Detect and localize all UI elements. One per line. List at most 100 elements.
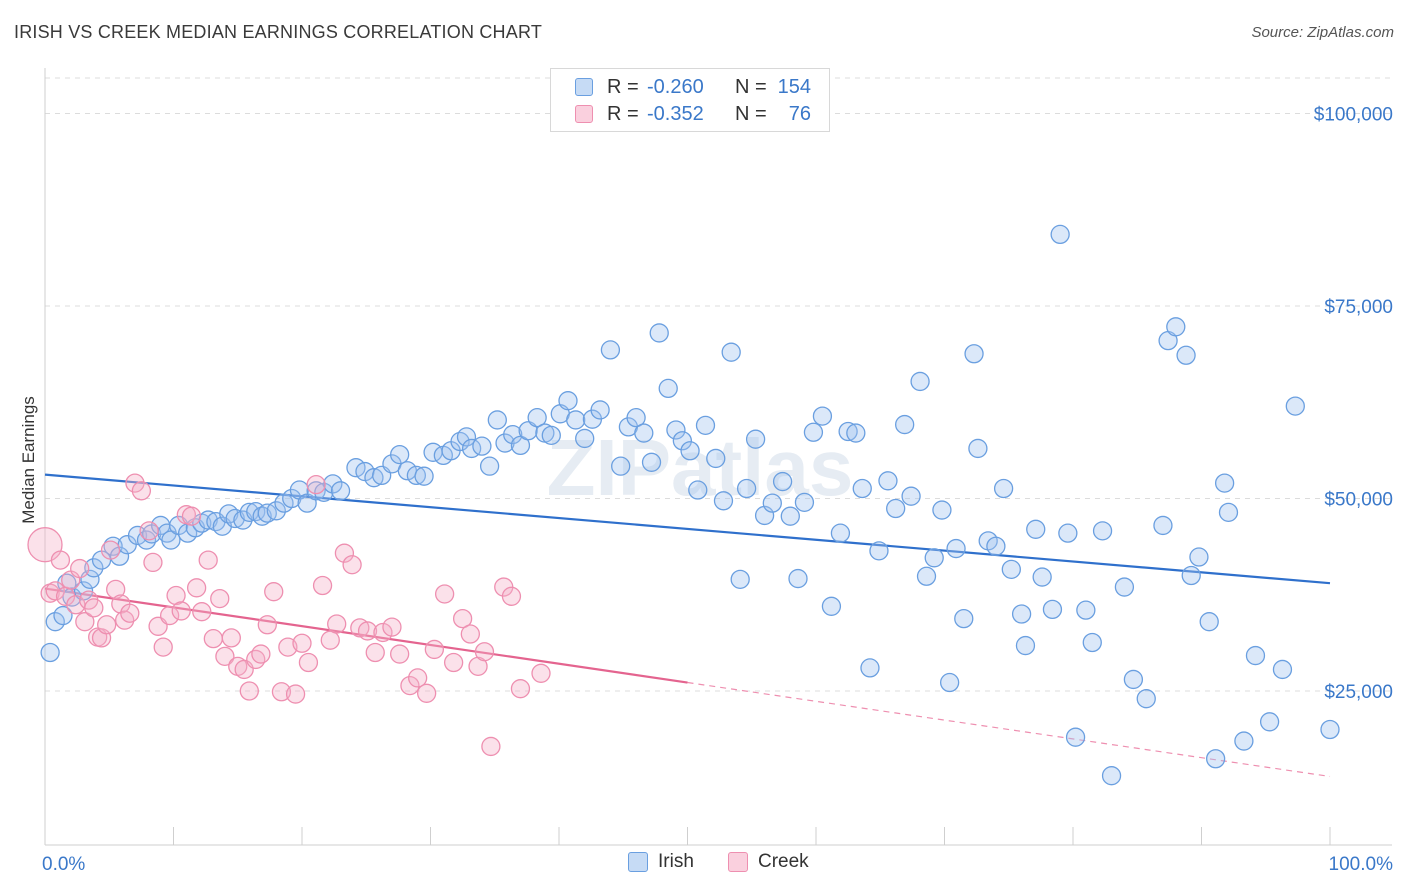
creek-point bbox=[203, 628, 223, 649]
creek-point bbox=[501, 586, 522, 606]
irish-point bbox=[479, 456, 500, 476]
creek-point bbox=[510, 679, 531, 699]
creek-point bbox=[257, 615, 277, 635]
creek-point bbox=[215, 646, 235, 666]
creek-point bbox=[292, 633, 312, 653]
irish-point bbox=[1320, 719, 1340, 740]
y-tick-label: $75,000 bbox=[1324, 297, 1393, 318]
irish-point bbox=[812, 406, 833, 426]
irish-point bbox=[852, 478, 872, 499]
creek-point bbox=[312, 575, 333, 596]
series-legend: Irish Creek bbox=[0, 851, 1406, 877]
irish-point bbox=[1176, 345, 1196, 365]
irish-point bbox=[406, 465, 427, 486]
creek-point bbox=[342, 555, 362, 575]
irish-point bbox=[803, 422, 824, 442]
creek-point bbox=[171, 601, 191, 621]
irish-point bbox=[901, 486, 921, 506]
irish-point bbox=[860, 658, 880, 678]
creek-point bbox=[50, 550, 71, 570]
irish-point bbox=[503, 424, 523, 445]
irish-point bbox=[40, 642, 60, 663]
irish-point bbox=[772, 471, 793, 492]
creek-point bbox=[320, 630, 340, 650]
y-tick-label: $50,000 bbox=[1324, 490, 1393, 511]
creek-point bbox=[306, 474, 326, 495]
legend-n-value: 76 bbox=[788, 102, 811, 125]
legend-n-label: N = bbox=[735, 75, 767, 98]
source-credit: Source: ZipAtlas.com bbox=[1251, 24, 1394, 41]
irish-point bbox=[1199, 612, 1219, 632]
legend-r-value: -0.352 bbox=[647, 102, 704, 125]
irish-point bbox=[1218, 502, 1239, 523]
irish-point bbox=[1015, 635, 1036, 656]
legend-n-label: N = bbox=[735, 102, 767, 125]
irish-point bbox=[910, 371, 930, 392]
legend-swatch-creek bbox=[728, 852, 748, 872]
irish-point bbox=[932, 500, 952, 520]
creek-point bbox=[27, 527, 63, 563]
irish-point bbox=[1101, 766, 1122, 786]
irish-point bbox=[127, 525, 148, 546]
creek-point bbox=[210, 588, 230, 609]
irish-point bbox=[541, 425, 561, 446]
irish-point bbox=[762, 493, 782, 513]
creek-point bbox=[264, 582, 284, 602]
creek-point bbox=[452, 608, 473, 629]
irish-point bbox=[730, 569, 750, 589]
irish-point bbox=[323, 474, 343, 494]
irish-point bbox=[390, 444, 410, 465]
irish-point bbox=[946, 538, 966, 559]
creek-point bbox=[125, 473, 145, 493]
irish-point bbox=[306, 481, 326, 501]
creek-point bbox=[327, 614, 347, 634]
creek-point bbox=[239, 681, 259, 701]
irish-point bbox=[330, 481, 351, 501]
irish-point bbox=[736, 478, 757, 499]
irish-point bbox=[1285, 396, 1305, 416]
creek-point bbox=[474, 642, 495, 662]
creek-point bbox=[285, 684, 306, 704]
irish-point bbox=[558, 391, 578, 411]
legend-r-label: R = bbox=[607, 102, 639, 125]
irish-point bbox=[954, 608, 974, 629]
irish-point bbox=[1011, 604, 1032, 624]
irish-point bbox=[611, 456, 631, 476]
legend-n-value: 154 bbox=[777, 75, 811, 98]
irish-point bbox=[721, 342, 741, 362]
irish-point bbox=[626, 407, 646, 428]
irish-point bbox=[1123, 669, 1144, 690]
y-tick-label: $100,000 bbox=[1314, 105, 1393, 126]
irish-point bbox=[1001, 559, 1021, 579]
irish-point bbox=[634, 423, 654, 443]
irish-point bbox=[794, 492, 815, 513]
creek-point bbox=[298, 652, 319, 673]
chart-title: IRISH VS CREEK MEDIAN EARNINGS CORRELATI… bbox=[14, 22, 543, 42]
creek-point bbox=[382, 617, 402, 637]
irish-point bbox=[225, 508, 245, 529]
legend-item-irish: Irish bbox=[628, 851, 694, 873]
y-tick-label: $25,000 bbox=[1324, 682, 1393, 703]
legend-swatch-creek bbox=[575, 105, 593, 123]
creek-point bbox=[416, 683, 437, 703]
creek-point bbox=[106, 579, 126, 600]
irish-point bbox=[964, 344, 984, 364]
irish-point bbox=[252, 506, 272, 526]
creek-point bbox=[443, 652, 464, 673]
watermark: ZIPatlas bbox=[547, 423, 854, 512]
creek-point bbox=[198, 550, 218, 570]
irish-point bbox=[821, 596, 842, 616]
irish-point bbox=[1166, 317, 1186, 337]
irish-point bbox=[939, 672, 960, 693]
creek-point bbox=[251, 644, 271, 664]
irish-point bbox=[1082, 632, 1102, 653]
irish-point bbox=[788, 568, 808, 589]
legend-item-creek: Creek bbox=[728, 851, 809, 873]
irish-point bbox=[1058, 523, 1078, 543]
legend-swatch-irish bbox=[575, 78, 593, 96]
irish-point bbox=[695, 415, 716, 436]
creek-point bbox=[84, 598, 104, 618]
creek-point bbox=[139, 521, 159, 541]
irish-point bbox=[745, 429, 766, 449]
irish-point bbox=[680, 441, 700, 461]
